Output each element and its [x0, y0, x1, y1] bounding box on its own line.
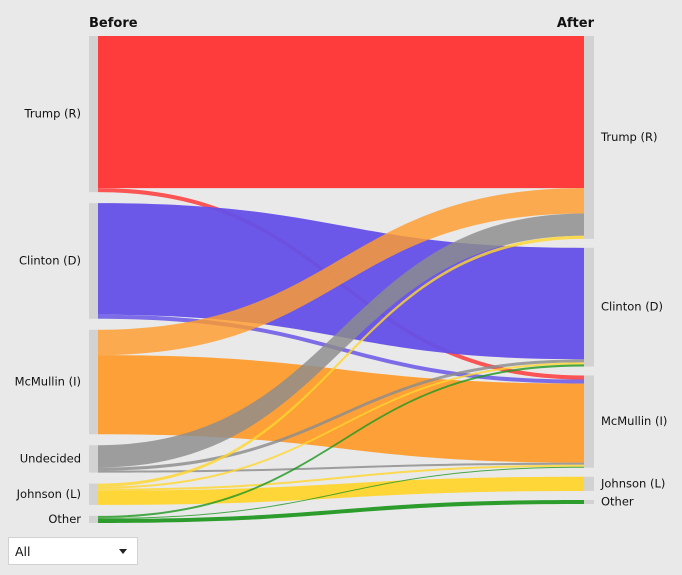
flow-undecided-to-trump: [98, 213, 584, 468]
before-label-undecided: Undecided: [20, 451, 81, 465]
after-node-other: [584, 499, 594, 504]
before-node-undecided: [89, 445, 98, 473]
before-node-clinton: [89, 203, 98, 319]
flow-other-to-mcmullin: [98, 466, 584, 519]
after-node-mcmullin: [584, 375, 594, 468]
after-label-mcmullin: McMullin (I): [601, 414, 667, 428]
after-label-other: Other: [601, 494, 634, 508]
before-label-clinton: Clinton (D): [19, 253, 81, 267]
after-node-trump: [584, 36, 594, 239]
flow-johnson-to-trump: [98, 235, 584, 487]
filter-dropdown[interactable]: All: [8, 537, 138, 565]
flow-other-to-clinton: [98, 364, 584, 518]
before-node-trump: [89, 36, 98, 193]
before-label-mcmullin: McMullin (I): [15, 375, 81, 389]
flow-johnson-to-mcmullin: [98, 464, 584, 491]
flow-johnson-to-clinton: [98, 362, 584, 489]
after-node-johnson: [584, 476, 594, 491]
chevron-down-icon: [119, 548, 127, 554]
after-label-trump: Trump (R): [600, 130, 657, 144]
flow-trump-to-trump: [98, 36, 584, 189]
filter-selected-value: All: [15, 543, 31, 559]
after-label-clinton: Clinton (D): [601, 300, 663, 314]
flow-undecided-to-mcmullin: [98, 462, 584, 473]
after-column-title: After: [557, 16, 595, 31]
after-node-clinton: [584, 247, 594, 367]
before-column-title: Before: [89, 16, 138, 31]
after-label-johnson: Johnson (L): [600, 476, 665, 490]
flows-layer: [98, 36, 584, 523]
before-label-trump: Trump (R): [24, 107, 81, 121]
before-node-mcmullin: [89, 329, 98, 435]
before-label-johnson: Johnson (L): [16, 487, 81, 501]
flow-johnson-to-johnson: [98, 476, 584, 505]
flow-other-to-other: [98, 499, 584, 523]
flow-undecided-to-clinton: [98, 359, 584, 471]
nodes-layer: [89, 36, 594, 523]
before-node-johnson: [89, 483, 98, 505]
labels-layer: Trump (R) Clinton (D) McMullin (I) Undecide…: [15, 107, 668, 526]
before-label-other: Other: [48, 512, 81, 526]
flow-mcmullin-to-trump: [98, 188, 584, 356]
before-node-other: [89, 515, 98, 523]
